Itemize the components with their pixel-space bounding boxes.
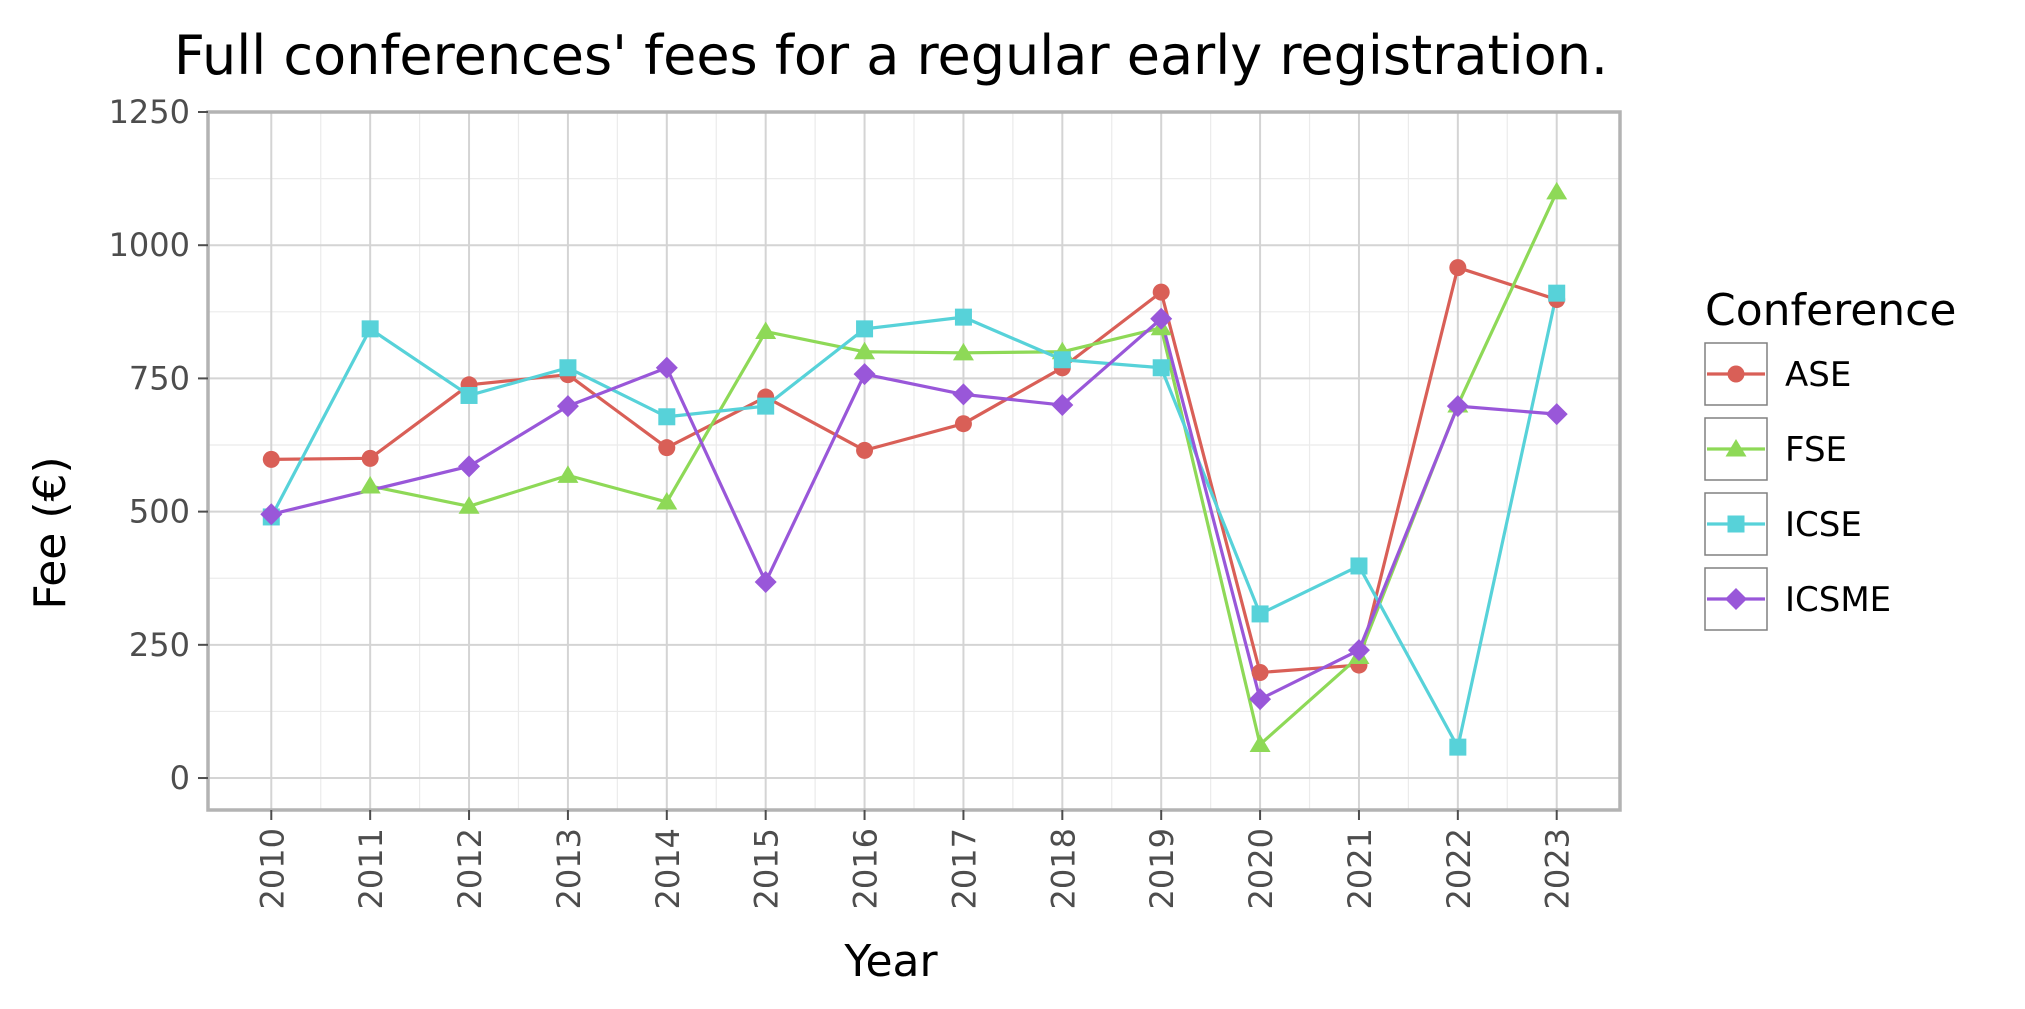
data-point-ase: [262, 450, 280, 468]
series-layer: [260, 181, 1568, 756]
data-point-fse: [854, 341, 876, 360]
data-point-icsme: [655, 356, 678, 379]
data-point-icse: [460, 386, 478, 404]
data-point-fse: [656, 492, 678, 510]
data-point-icse: [954, 308, 972, 326]
x-tick-label: 2010: [253, 828, 291, 909]
legend-key-marker: [1725, 439, 1747, 457]
data-point-icsme: [1545, 403, 1568, 426]
data-point-icse: [856, 320, 874, 338]
data-point-ase: [1251, 664, 1269, 682]
data-point-icsme: [1446, 395, 1469, 418]
data-point-icse: [559, 359, 577, 377]
y-axis-title: Fee (€): [25, 456, 76, 609]
data-point-fse: [359, 476, 381, 494]
data-point-icse: [361, 320, 379, 338]
data-point-icsme: [853, 363, 876, 386]
x-tick-label: 2011: [352, 828, 390, 909]
chart-title: Full conferences' fees for a regular ear…: [174, 24, 1608, 87]
data-point-icse: [658, 408, 676, 426]
data-point-icsme: [1347, 639, 1370, 662]
data-point-icsme: [260, 503, 283, 526]
data-point-icsme: [1150, 307, 1173, 330]
y-tick-label: 0: [170, 759, 190, 797]
data-point-fse: [755, 321, 777, 340]
data-point-fse: [952, 342, 974, 361]
x-tick-label: 2018: [1044, 828, 1082, 909]
y-tick-label: 250: [129, 626, 190, 664]
data-point-ase: [1152, 283, 1170, 301]
data-point-ase: [658, 439, 676, 457]
data-point-icsme: [556, 395, 579, 418]
data-point-fse: [458, 496, 480, 514]
data-point-fse: [1546, 181, 1568, 200]
legend-item-icsme: ICSME: [1704, 567, 1891, 631]
x-axis-title: Year: [843, 936, 938, 987]
data-point-icse: [1251, 605, 1269, 623]
legend-title: Conference: [1705, 285, 1956, 336]
data-point-icsme: [1249, 688, 1272, 711]
legend-label-fse: FSE: [1785, 430, 1847, 470]
legend-item-fse: FSE: [1704, 417, 1847, 481]
data-point-ase: [954, 415, 972, 433]
x-tick-label: 2016: [847, 828, 885, 909]
legend-label-ase: ASE: [1785, 355, 1851, 395]
x-tick-label: 2019: [1143, 828, 1181, 909]
data-point-icse: [1152, 359, 1170, 377]
x-tick-label: 2015: [748, 828, 786, 909]
data-point-ase: [1449, 259, 1467, 277]
x-tick-label: 2020: [1242, 828, 1280, 909]
series-line-ase: [271, 265, 1558, 675]
legend-item-icse: ICSE: [1704, 492, 1862, 556]
plot-border: [206, 110, 1622, 812]
axes: 0 250 500 750 1000 1250 2010 2011 2012 2013 2014 20…: [109, 93, 1622, 909]
y-tick-label: 1000: [109, 226, 190, 264]
data-point-icse: [1449, 738, 1467, 756]
data-point-icsme: [952, 383, 975, 406]
data-point-icsme: [1051, 394, 1074, 417]
x-tick-label: 2013: [550, 828, 588, 909]
data-point-icse: [1350, 557, 1368, 575]
data-point-fse: [1249, 734, 1271, 752]
series-line-icse: [269, 292, 1559, 749]
x-tick-label: 2021: [1341, 828, 1379, 909]
series-markers-icsme: [260, 307, 1568, 711]
data-point-icsme: [754, 570, 777, 593]
data-point-icse: [1548, 284, 1566, 302]
data-point-fse: [557, 465, 579, 483]
data-point-ase: [856, 441, 874, 459]
x-tick-label: 2022: [1440, 828, 1478, 909]
y-tick-label: 750: [129, 359, 190, 397]
y-tick-label: 1250: [109, 93, 190, 131]
data-point-icse: [757, 397, 775, 415]
series-ase: [271, 265, 1558, 675]
legend-item-ase: ASE: [1704, 342, 1851, 406]
x-tick-label: 2012: [451, 828, 489, 909]
legend-key-marker: [1727, 365, 1745, 383]
x-tick-label: 2017: [945, 828, 983, 909]
data-point-icse: [1053, 351, 1071, 369]
data-point-ase: [361, 449, 379, 467]
series-icse: [269, 292, 1559, 749]
legend: Conference ASE FSE ICSE ICSME: [1704, 285, 1956, 631]
legend-key-marker: [1727, 515, 1745, 533]
x-tick-label: 2023: [1539, 828, 1577, 909]
legend-label-icsme: ICSME: [1785, 580, 1891, 620]
data-point-icsme: [458, 455, 481, 478]
legend-key-marker: [1725, 588, 1747, 610]
y-tick-label: 500: [129, 493, 190, 531]
x-tick-label: 2014: [649, 828, 687, 909]
legend-label-icse: ICSE: [1785, 505, 1862, 545]
